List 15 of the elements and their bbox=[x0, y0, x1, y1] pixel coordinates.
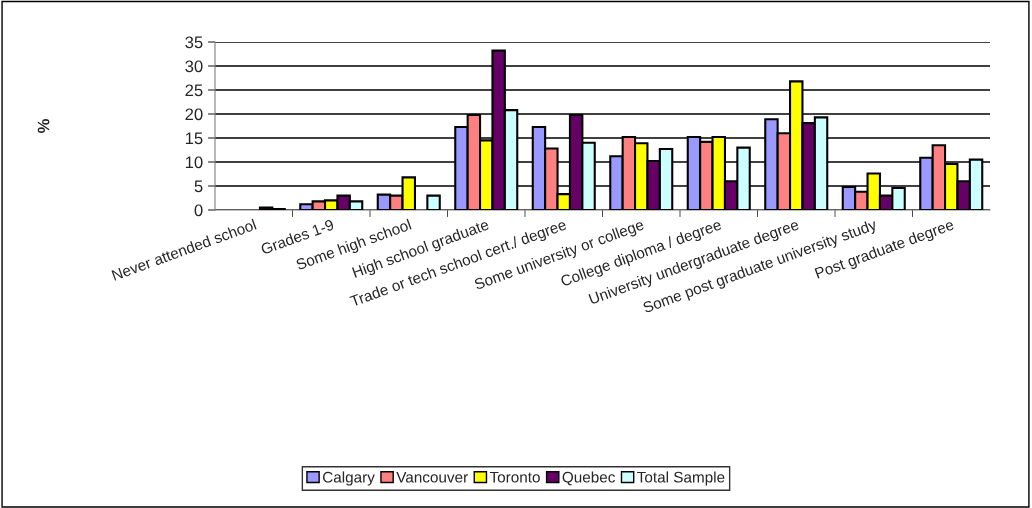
y-tick-label: 20 bbox=[185, 108, 203, 121]
y-tick-label: 35 bbox=[185, 36, 203, 49]
legend-label: Quebec bbox=[562, 471, 615, 486]
y-tick-label: 5 bbox=[194, 180, 203, 193]
y-tick-label: 25 bbox=[185, 84, 203, 97]
legend-label: Vancouver bbox=[396, 471, 468, 483]
y-tick-label: 10 bbox=[185, 156, 203, 169]
y-axis-title: % bbox=[37, 119, 50, 133]
y-tick-label: 0 bbox=[194, 204, 203, 217]
legend-label: Toronto bbox=[489, 471, 540, 483]
legend-label: Total Sample bbox=[637, 471, 725, 486]
y-tick-label: 30 bbox=[185, 60, 203, 73]
y-tick-label: 15 bbox=[185, 132, 203, 145]
bar bbox=[426, 194, 441, 210]
legend-label: Calgary bbox=[322, 471, 375, 486]
